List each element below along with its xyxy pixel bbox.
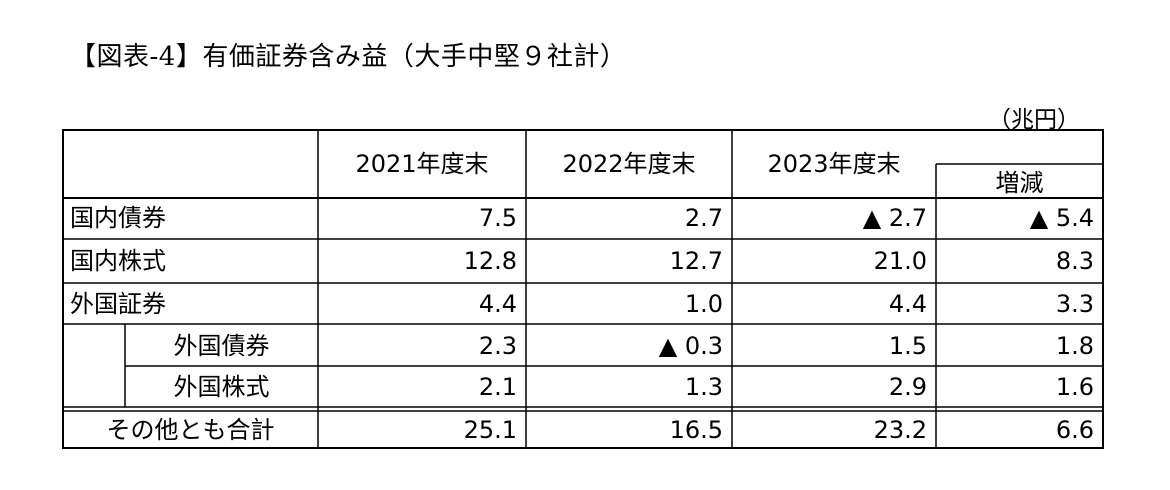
- row-label-foreign-bonds: 外国債券: [173, 332, 270, 360]
- table-cell: 23.2: [873, 416, 927, 444]
- col-header-2023: 2023年度末: [767, 150, 901, 178]
- table-cell: 2.3: [478, 332, 517, 360]
- table-cell: ▲ 5.4: [1029, 204, 1094, 232]
- table-cell: 1.6: [1055, 373, 1094, 401]
- row-label-foreign-stocks: 外国株式: [173, 373, 270, 401]
- row-label-foreign-securities: 外国証券: [70, 290, 166, 318]
- table-cell: 8.3: [1055, 247, 1094, 275]
- table-cell: 12.7: [669, 247, 723, 275]
- document-title: 【図表-4】有価証券含み益（大手中堅９社計）: [70, 42, 627, 72]
- table-cell: 2.1: [478, 373, 517, 401]
- table-cell: 16.5: [669, 416, 723, 444]
- table-cell: 1.5: [888, 332, 927, 360]
- table-cell: 7.5: [478, 204, 517, 232]
- table-cell: 1.3: [684, 373, 723, 401]
- table-cell: 25.1: [463, 416, 517, 444]
- table-cell: 1.8: [1055, 332, 1094, 360]
- unit-label: （兆円）: [988, 107, 1080, 133]
- col-header-change: 増減: [995, 169, 1044, 197]
- table-cell: 4.4: [888, 290, 927, 318]
- col-header-2021: 2021年度末: [355, 150, 489, 178]
- table-cell: 1.0: [684, 290, 723, 318]
- col-header-2022: 2022年度末: [562, 150, 696, 178]
- table-cell: 4.4: [478, 290, 517, 318]
- table-cell: 21.0: [873, 247, 927, 275]
- table-cell: ▲ 0.3: [658, 332, 723, 360]
- table-cell: 3.3: [1055, 290, 1094, 318]
- table-cell: 12.8: [463, 247, 517, 275]
- row-label-domestic-stocks: 国内株式: [70, 247, 166, 275]
- row-label-total: その他とも合計: [106, 416, 275, 444]
- table-cell: 6.6: [1055, 416, 1094, 444]
- table-cell: ▲ 2.7: [862, 204, 927, 232]
- row-label-domestic-bonds: 国内債券: [70, 204, 166, 232]
- table-cell: 2.9: [888, 373, 927, 401]
- table-cell: 2.7: [684, 204, 723, 232]
